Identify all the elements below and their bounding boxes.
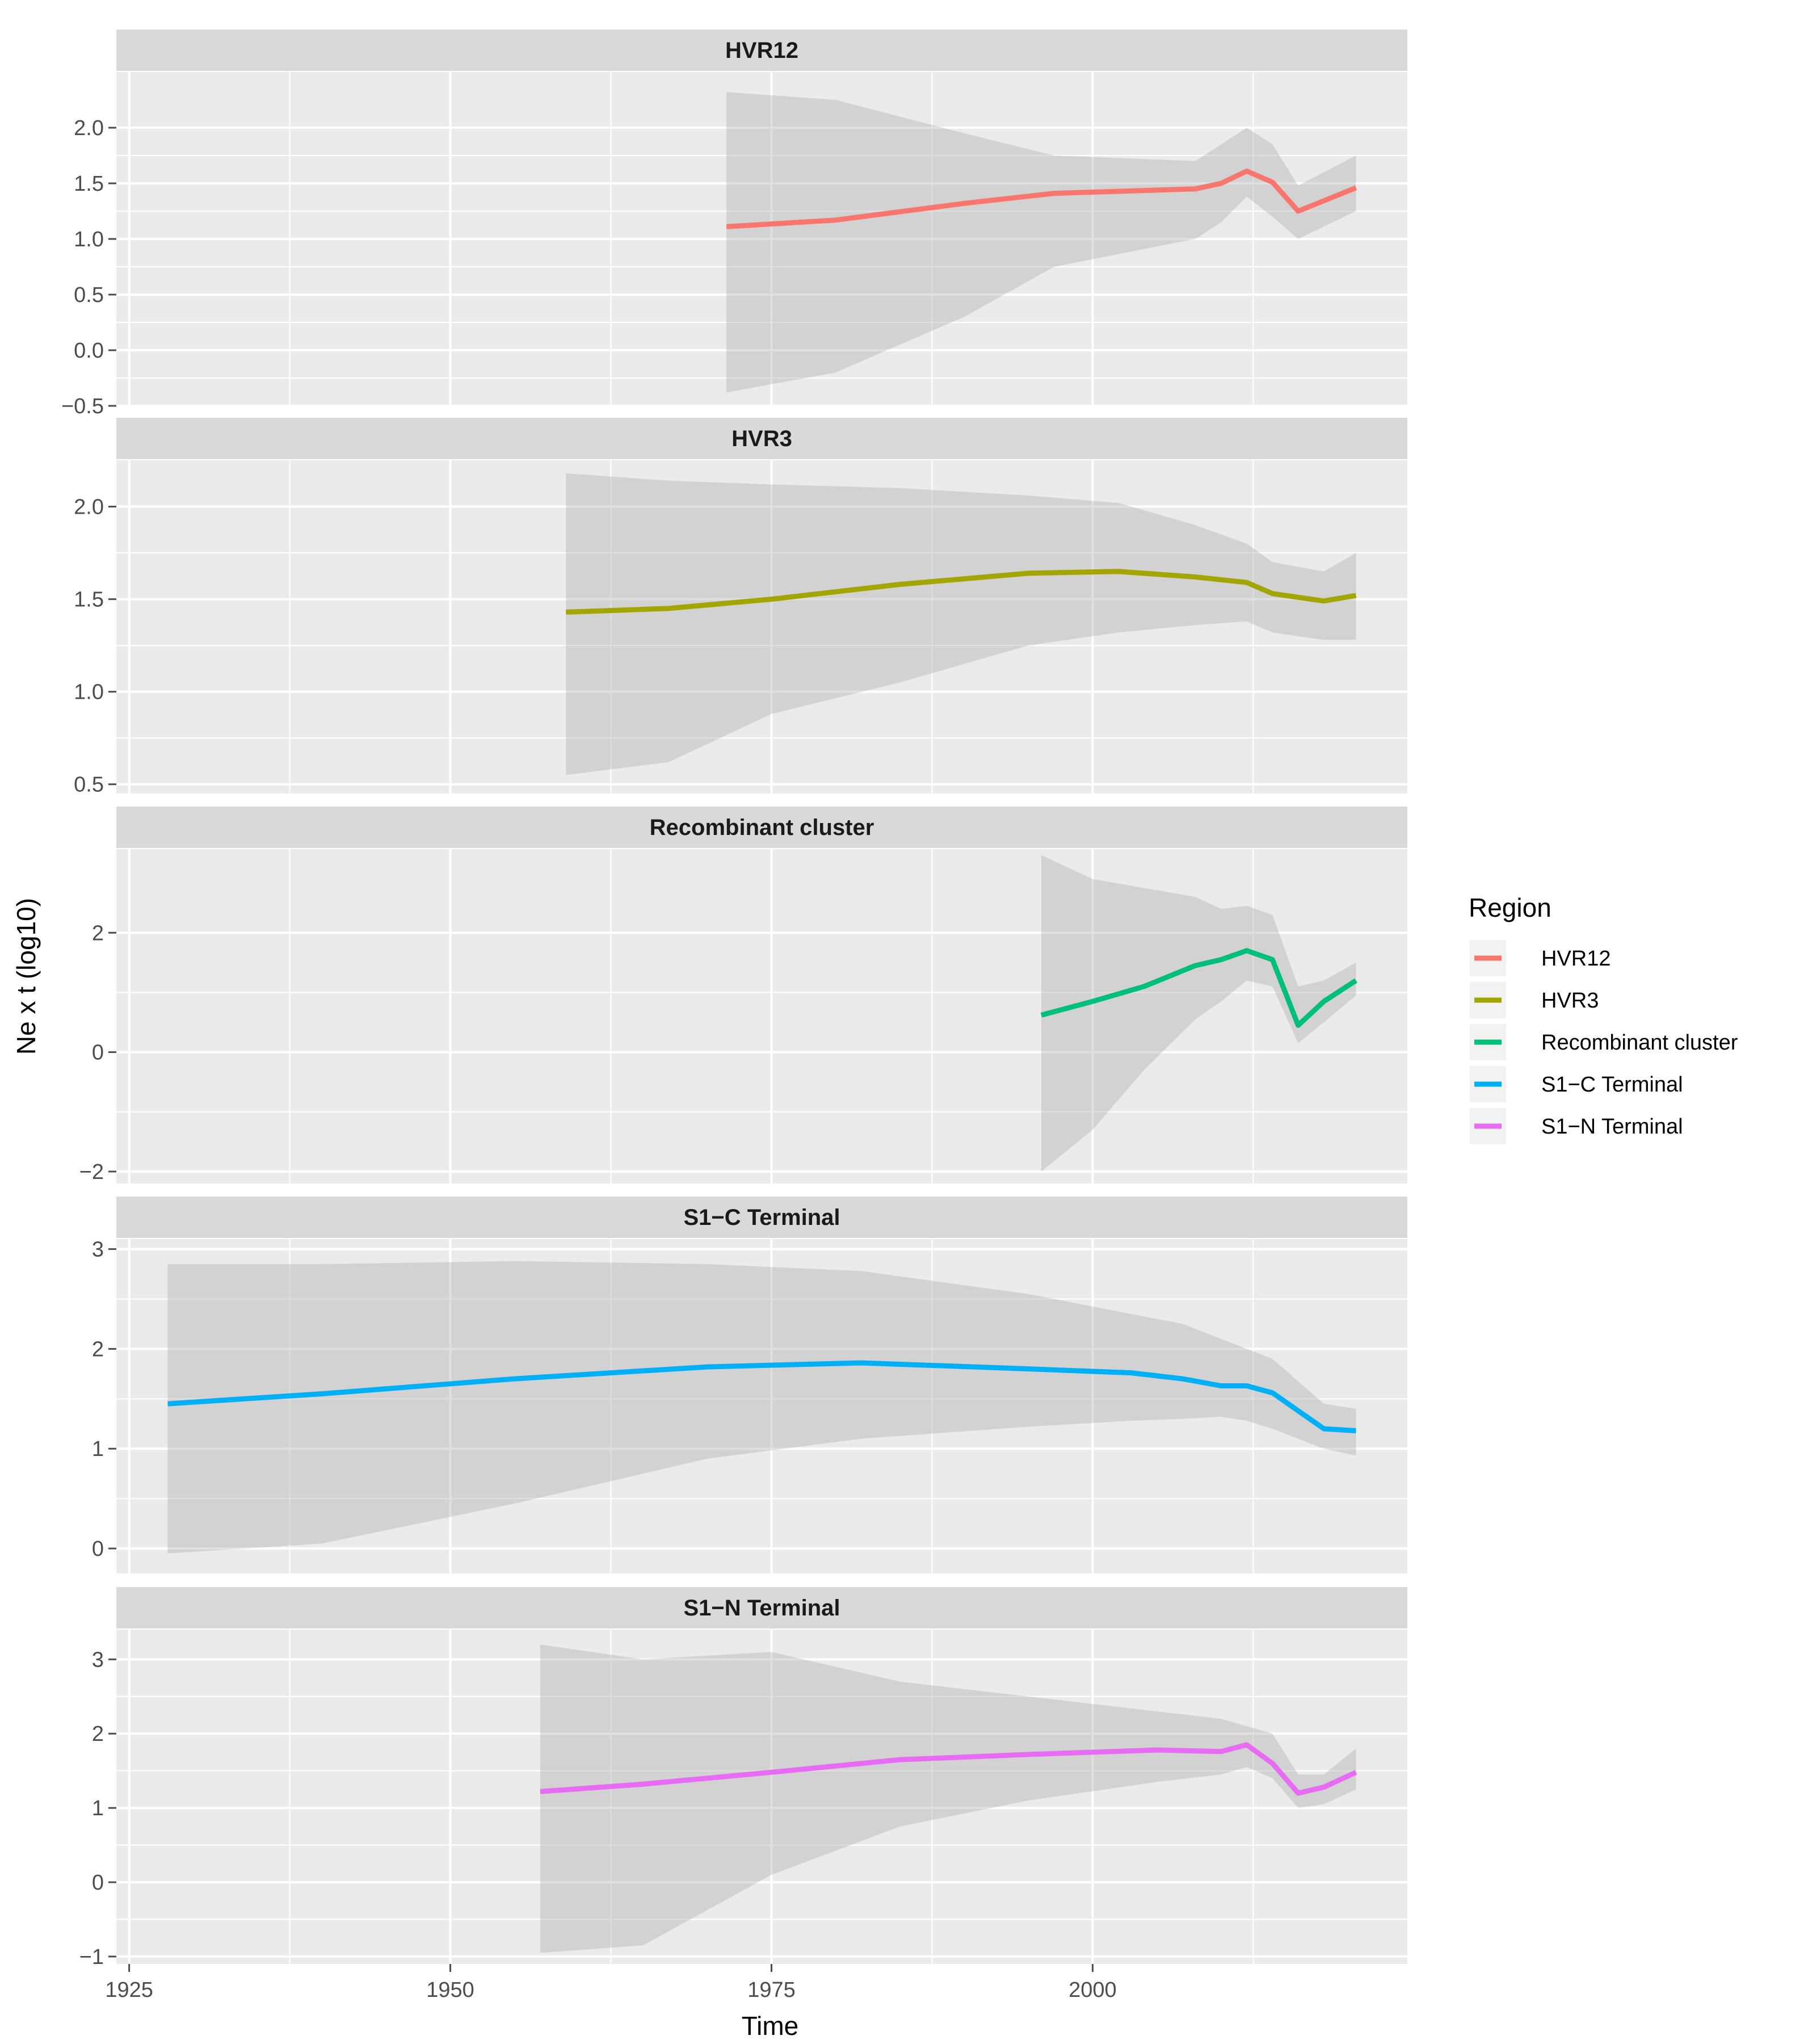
strip-title: HVR3 — [731, 426, 792, 451]
y-tick-label: 0.0 — [74, 339, 104, 363]
series-line — [540, 1742, 1357, 1796]
legend-label: S1−C Terminal — [1541, 1073, 1683, 1097]
legend-label: S1−N Terminal — [1541, 1115, 1683, 1139]
y-tick-label: 1 — [92, 1797, 104, 1820]
strip-background — [116, 30, 1407, 71]
strip-background — [116, 418, 1407, 459]
legend-label: HVR12 — [1541, 947, 1611, 971]
legend-item: S1−N Terminal — [1470, 1108, 1683, 1144]
series-line — [566, 569, 1357, 615]
y-tick-label: 0.5 — [74, 773, 104, 797]
strip-background — [116, 807, 1407, 848]
y-tick-label: 0 — [92, 1871, 104, 1895]
series-line — [167, 1360, 1356, 1434]
y-tick-label: 3 — [92, 1648, 104, 1672]
strip-title: HVR12 — [725, 38, 798, 63]
panel-4: S1−N Terminal −1 0 1 2 3 — [79, 1587, 1407, 1969]
y-tick-label: 1.5 — [74, 172, 104, 196]
panel-3: S1−C Terminal 0 1 2 3 — [92, 1197, 1407, 1573]
legend-item: HVR12 — [1470, 940, 1611, 976]
panel-2: Recombinant cluster −2 0 2 — [79, 807, 1407, 1184]
legend-label: HVR3 — [1541, 989, 1599, 1013]
confidence-ribbon — [167, 1261, 1356, 1554]
strip-title: S1−C Terminal — [683, 1205, 840, 1230]
y-tick-label: 3 — [92, 1238, 104, 1262]
series-line — [726, 168, 1357, 229]
panel-background — [116, 849, 1407, 1183]
y-tick-label: 0 — [92, 1537, 104, 1561]
y-tick-label: 0.5 — [74, 283, 104, 307]
panel-background — [116, 1239, 1407, 1573]
strip-background — [116, 1587, 1407, 1629]
legend: Region HVR12 HVR3 Recombinant cluster S1−C … — [1464, 893, 1782, 1149]
y-tick-label: 2 — [92, 1722, 104, 1746]
legend-item: Recombinant cluster — [1470, 1024, 1738, 1060]
legend-item: HVR3 — [1470, 982, 1599, 1018]
y-tick-label: −0.5 — [61, 394, 104, 418]
panel-0: HVR12 −0.5 0.0 0.5 1.0 1.5 2.0 — [61, 30, 1407, 418]
y-tick-label: 2.0 — [74, 496, 104, 519]
y-axis-title: Ne x t (log10) — [11, 898, 41, 1055]
y-tick-label: 0 — [92, 1041, 104, 1065]
y-tick-label: 2.0 — [74, 116, 104, 140]
x-tick-label: 1975 — [747, 1978, 796, 2002]
y-tick-label: −1 — [79, 1945, 104, 1969]
legend-title: Region — [1469, 893, 1551, 922]
confidence-ribbon — [566, 473, 1356, 775]
panel-background — [116, 1630, 1407, 1964]
strip-title: S1−N Terminal — [683, 1596, 840, 1621]
confidence-ribbon — [726, 92, 1356, 393]
legend-label: Recombinant cluster — [1541, 1031, 1738, 1055]
y-tick-label: 1 — [92, 1437, 104, 1461]
y-tick-label: 2 — [92, 921, 104, 945]
y-tick-label: 1.0 — [74, 228, 104, 251]
strip-title: Recombinant cluster — [650, 815, 874, 840]
y-tick-label: 1.0 — [74, 681, 104, 704]
x-axis-title: Time — [742, 2011, 799, 2041]
confidence-ribbon — [540, 1644, 1356, 1953]
legend-item: S1−C Terminal — [1470, 1066, 1683, 1102]
panel-1: HVR3 0.5 1.0 1.5 2.0 — [74, 418, 1407, 797]
confidence-ribbon — [1041, 855, 1356, 1172]
x-tick-label: 2000 — [1069, 1978, 1117, 2002]
x-tick-label: 1925 — [105, 1978, 153, 2002]
y-tick-label: 2 — [92, 1337, 104, 1361]
strip-background — [116, 1197, 1407, 1238]
x-tick-label: 1950 — [426, 1978, 474, 2002]
y-tick-label: −2 — [79, 1160, 104, 1184]
legend-background — [1464, 931, 1782, 1149]
y-tick-label: 1.5 — [74, 588, 104, 612]
series-line — [1040, 948, 1357, 1028]
facet-panels: HVR12 −0.5 0.0 0.5 1.0 1.5 2.0 HVR3 0.5 1.0 1.5 2.0… — [61, 30, 1407, 2002]
legend-items: HVR12 HVR3 Recombinant cluster S1−C Termina… — [1470, 940, 1738, 1144]
